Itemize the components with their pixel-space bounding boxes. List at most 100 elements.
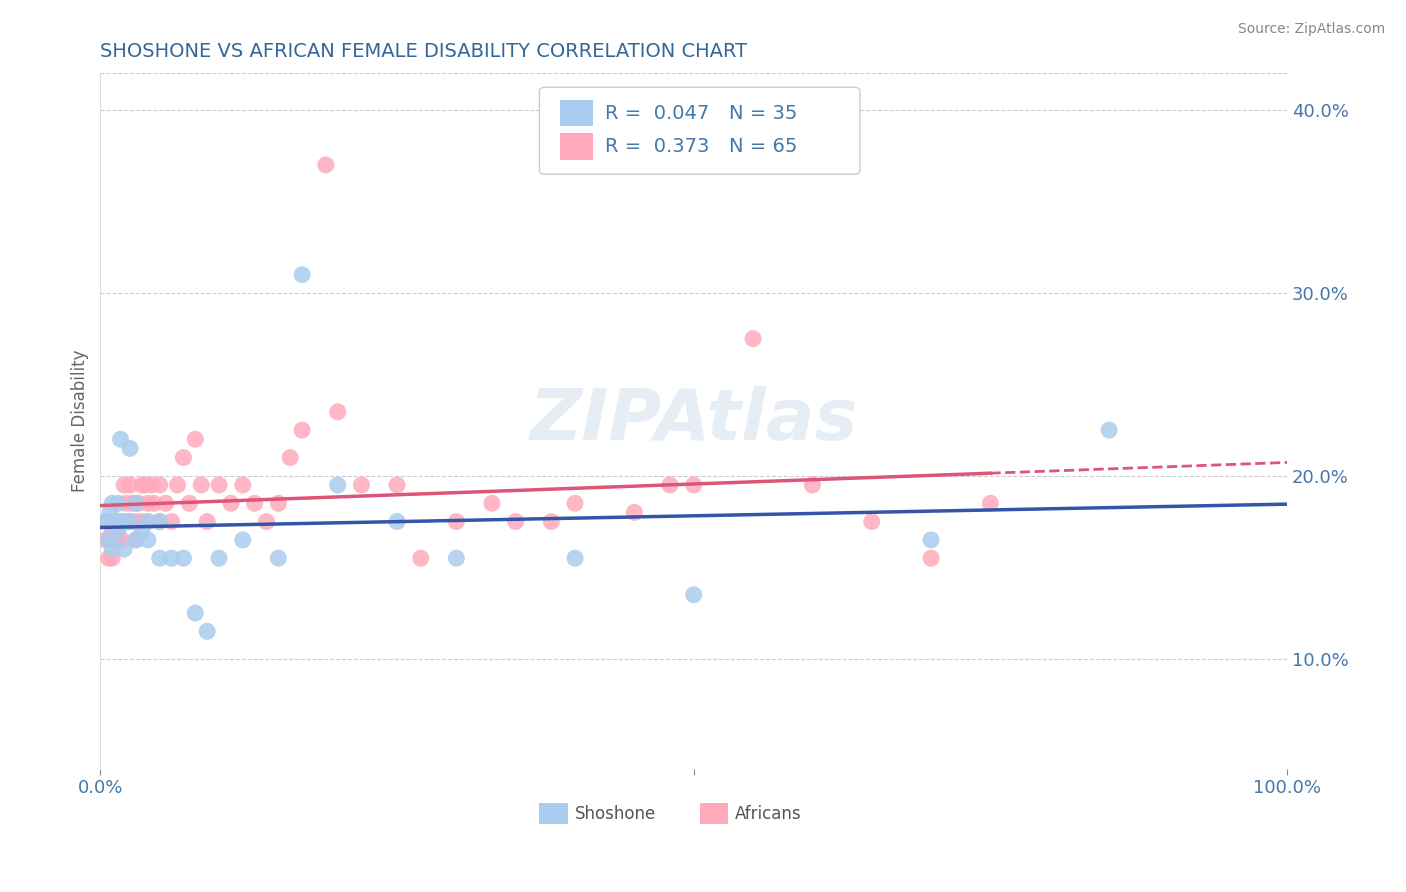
Point <box>112 515 135 529</box>
Point <box>742 332 765 346</box>
Point <box>166 478 188 492</box>
Point <box>131 524 153 538</box>
Point <box>111 533 134 547</box>
Point <box>98 533 121 547</box>
Point <box>149 515 172 529</box>
Point <box>118 478 141 492</box>
Bar <box>700 804 728 824</box>
Point <box>112 478 135 492</box>
Point <box>131 478 153 492</box>
Point <box>540 515 562 529</box>
Point <box>190 478 212 492</box>
Point <box>97 533 120 547</box>
Point <box>149 478 172 492</box>
Point <box>107 524 129 538</box>
Point <box>920 551 942 566</box>
Point <box>136 515 159 529</box>
Point <box>110 432 132 446</box>
Point <box>481 496 503 510</box>
Text: ZIPAtlas: ZIPAtlas <box>530 386 858 456</box>
Point <box>104 515 127 529</box>
Bar <box>560 133 593 160</box>
Point <box>118 442 141 456</box>
Point <box>315 158 337 172</box>
Point <box>101 541 124 556</box>
Point <box>107 533 129 547</box>
Point <box>149 551 172 566</box>
Text: R =  0.373: R = 0.373 <box>605 136 709 156</box>
Point <box>125 533 148 547</box>
Point <box>682 478 704 492</box>
Point <box>96 533 118 547</box>
Point <box>100 515 122 529</box>
Point <box>350 478 373 492</box>
Point <box>172 551 194 566</box>
Point <box>278 450 301 465</box>
Point <box>1098 423 1121 437</box>
Point <box>385 515 408 529</box>
Text: N = 35: N = 35 <box>730 103 797 122</box>
Point <box>110 515 132 529</box>
Point <box>195 624 218 639</box>
Point <box>136 515 159 529</box>
Point <box>179 496 201 510</box>
Point <box>291 423 314 437</box>
Point <box>107 496 129 510</box>
Point <box>326 478 349 492</box>
Text: Source: ZipAtlas.com: Source: ZipAtlas.com <box>1237 22 1385 37</box>
Point <box>142 496 165 510</box>
Point <box>267 551 290 566</box>
Point <box>267 496 290 510</box>
Point <box>184 432 207 446</box>
Point <box>505 515 527 529</box>
Point <box>131 515 153 529</box>
Point <box>243 496 266 510</box>
Point <box>101 496 124 510</box>
Point <box>564 551 586 566</box>
Point <box>979 496 1001 510</box>
Point <box>184 606 207 620</box>
Text: SHOSHONE VS AFRICAN FEMALE DISABILITY CORRELATION CHART: SHOSHONE VS AFRICAN FEMALE DISABILITY CO… <box>100 42 748 61</box>
Point <box>564 496 586 510</box>
Point <box>127 496 149 510</box>
Point <box>208 478 231 492</box>
Point <box>219 496 242 510</box>
Point <box>446 515 468 529</box>
Point <box>101 524 124 538</box>
Point <box>104 533 127 547</box>
Bar <box>540 804 568 824</box>
Point <box>801 478 824 492</box>
Point <box>160 551 183 566</box>
Point <box>115 496 138 510</box>
Point <box>160 515 183 529</box>
Point <box>96 515 118 529</box>
Point <box>232 533 254 547</box>
Point <box>291 268 314 282</box>
Text: Shoshone: Shoshone <box>575 805 657 822</box>
Point <box>623 505 645 519</box>
Bar <box>560 100 593 127</box>
Point <box>136 496 159 510</box>
Point <box>920 533 942 547</box>
Point <box>682 588 704 602</box>
Point <box>232 478 254 492</box>
Point <box>659 478 682 492</box>
Text: R =  0.047: R = 0.047 <box>605 103 709 122</box>
Point <box>172 450 194 465</box>
Point <box>134 478 156 492</box>
Point <box>385 478 408 492</box>
Point <box>446 551 468 566</box>
Text: N = 65: N = 65 <box>730 136 797 156</box>
Point <box>326 405 349 419</box>
Point <box>118 515 141 529</box>
Point <box>125 515 148 529</box>
Point <box>112 541 135 556</box>
Point <box>409 551 432 566</box>
Point <box>107 515 129 529</box>
Point <box>141 478 163 492</box>
Point <box>256 515 278 529</box>
Y-axis label: Female Disability: Female Disability <box>72 350 89 492</box>
Point <box>97 551 120 566</box>
Point <box>112 515 135 529</box>
Point <box>195 515 218 529</box>
